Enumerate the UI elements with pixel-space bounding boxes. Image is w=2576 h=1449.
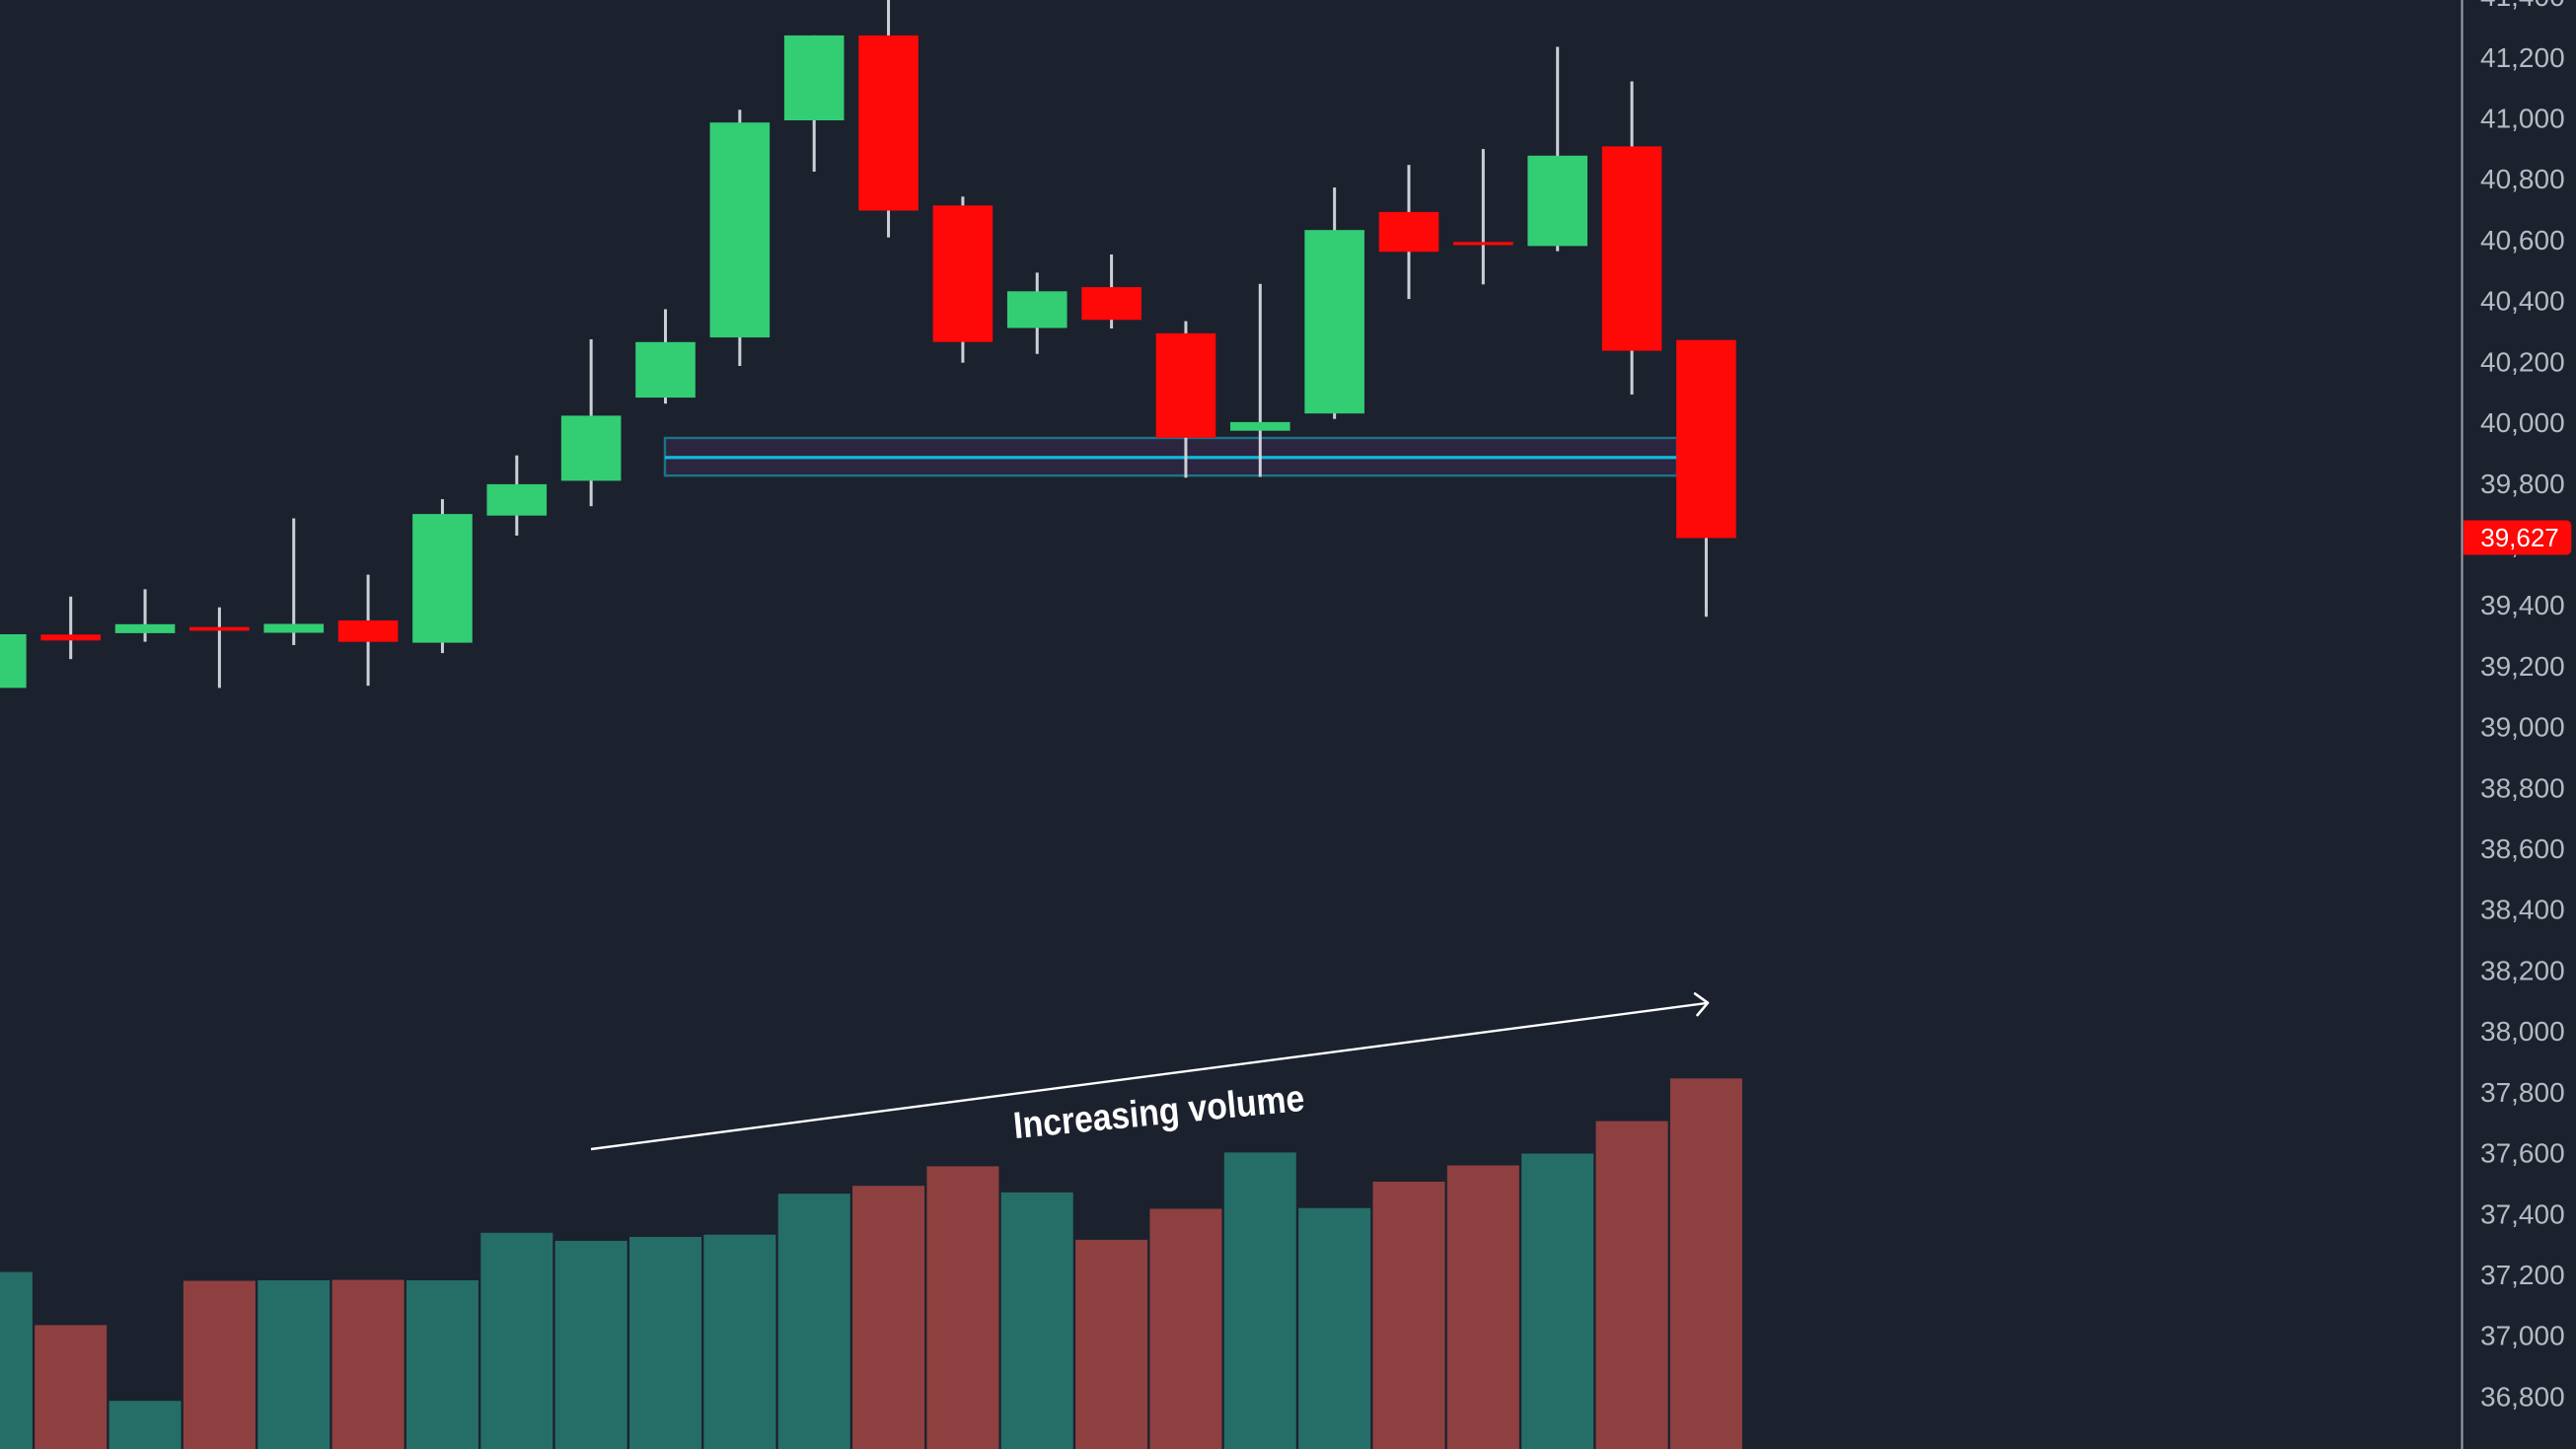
- svg-text:39,800: 39,800: [2480, 469, 2565, 499]
- svg-text:39,000: 39,000: [2480, 712, 2565, 743]
- svg-text:38,600: 38,600: [2480, 833, 2565, 864]
- svg-text:40,200: 40,200: [2480, 346, 2565, 377]
- svg-text:41,000: 41,000: [2480, 104, 2565, 134]
- svg-text:37,400: 37,400: [2480, 1198, 2565, 1229]
- svg-text:38,200: 38,200: [2480, 955, 2565, 985]
- svg-text:39,400: 39,400: [2480, 590, 2565, 620]
- svg-text:40,000: 40,000: [2480, 407, 2565, 438]
- svg-text:40,800: 40,800: [2480, 164, 2565, 194]
- svg-text:39,200: 39,200: [2480, 651, 2565, 682]
- svg-text:37,200: 37,200: [2480, 1260, 2565, 1290]
- svg-text:38,000: 38,000: [2480, 1016, 2565, 1047]
- svg-text:40,400: 40,400: [2480, 286, 2565, 317]
- svg-text:41,400: 41,400: [2480, 0, 2565, 12]
- svg-text:37,800: 37,800: [2480, 1077, 2565, 1108]
- svg-text:38,400: 38,400: [2480, 895, 2565, 925]
- svg-text:40,600: 40,600: [2480, 225, 2565, 255]
- svg-text:39,627: 39,627: [2480, 523, 2559, 552]
- svg-text:41,200: 41,200: [2480, 42, 2565, 73]
- svg-text:37,000: 37,000: [2480, 1321, 2565, 1351]
- svg-text:37,600: 37,600: [2480, 1138, 2565, 1169]
- svg-text:38,800: 38,800: [2480, 772, 2565, 803]
- svg-text:36,800: 36,800: [2480, 1381, 2565, 1412]
